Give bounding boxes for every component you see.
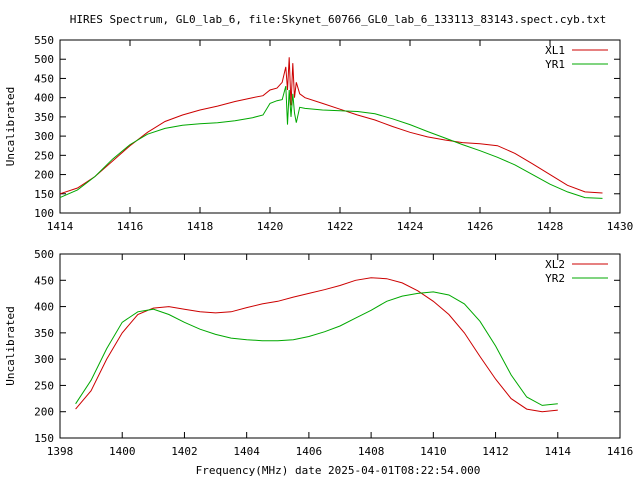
x-tick-label: 1404 xyxy=(233,445,260,458)
y-tick-label: 400 xyxy=(34,301,54,314)
x-tick-label: 1424 xyxy=(397,220,424,233)
x-tick-label: 1428 xyxy=(537,220,564,233)
x-tick-label: 1416 xyxy=(607,445,634,458)
panel-top: 1414 1416 1418 1420 1422 1424 1426 1428 1430 100 1… xyxy=(4,34,633,233)
x-tick-label: 1414 xyxy=(47,220,74,233)
x-tick-label: 1398 xyxy=(47,445,74,458)
series-line-yr1 xyxy=(59,85,603,199)
y-tick-label: 300 xyxy=(34,353,54,366)
series-line-yr2 xyxy=(75,291,558,406)
x-tick-label: 1400 xyxy=(109,445,136,458)
figure-title: HIRES Spectrum, GL0_lab_6, file:Skynet_6… xyxy=(70,13,606,26)
plot-frame xyxy=(59,39,621,214)
y-tick-label: 300 xyxy=(34,130,54,143)
y-axis-label: Uncalibrated xyxy=(4,87,17,166)
plot-frame xyxy=(59,253,621,439)
legend-label: XL1 xyxy=(545,44,565,57)
y-tick-label: 500 xyxy=(34,248,54,261)
x-tick-label: 1422 xyxy=(327,220,354,233)
series-line-xl2 xyxy=(75,277,558,413)
legend-label: YR2 xyxy=(545,272,565,285)
x-tick-label: 1414 xyxy=(545,445,572,458)
x-axis-label: Frequency(MHz) date 2025-04-01T08:22:54.… xyxy=(196,464,481,477)
y-tick-label: 450 xyxy=(34,72,54,85)
y-tick-label: 100 xyxy=(34,207,54,220)
x-tick-label: 1408 xyxy=(358,445,385,458)
y-tick-label: 350 xyxy=(34,111,54,124)
y-tick-label: 200 xyxy=(34,406,54,419)
legend-label: YR1 xyxy=(545,58,565,71)
x-tick-label: 1426 xyxy=(467,220,494,233)
y-tick-label: 350 xyxy=(34,327,54,340)
y-tick-label: 150 xyxy=(34,188,54,201)
x-tick-label: 1412 xyxy=(482,445,509,458)
x-tick-label: 1406 xyxy=(296,445,323,458)
y-tick-label: 200 xyxy=(34,169,54,182)
y-tick-label: 250 xyxy=(34,379,54,392)
x-tick-label: 1430 xyxy=(607,220,634,233)
y-tick-label: 150 xyxy=(34,432,54,445)
legend-label: XL2 xyxy=(545,258,565,271)
x-tick-label: 1418 xyxy=(187,220,214,233)
y-axis-label: Uncalibrated xyxy=(4,306,17,385)
y-tick-label: 250 xyxy=(34,149,54,162)
x-tick-label: 1410 xyxy=(420,445,447,458)
y-tick-label: 550 xyxy=(34,34,54,47)
panel-bottom: 1398 1400 1402 1404 1406 1408 1410 1412 1414 1416… xyxy=(4,248,633,458)
series-line-xl1 xyxy=(59,57,603,195)
x-tick-label: 1402 xyxy=(171,445,198,458)
y-tick-label: 500 xyxy=(34,53,54,66)
x-tick-label: 1420 xyxy=(257,220,284,233)
y-tick-label: 450 xyxy=(34,274,54,287)
y-tick-label: 400 xyxy=(34,92,54,105)
x-tick-label: 1416 xyxy=(117,220,144,233)
